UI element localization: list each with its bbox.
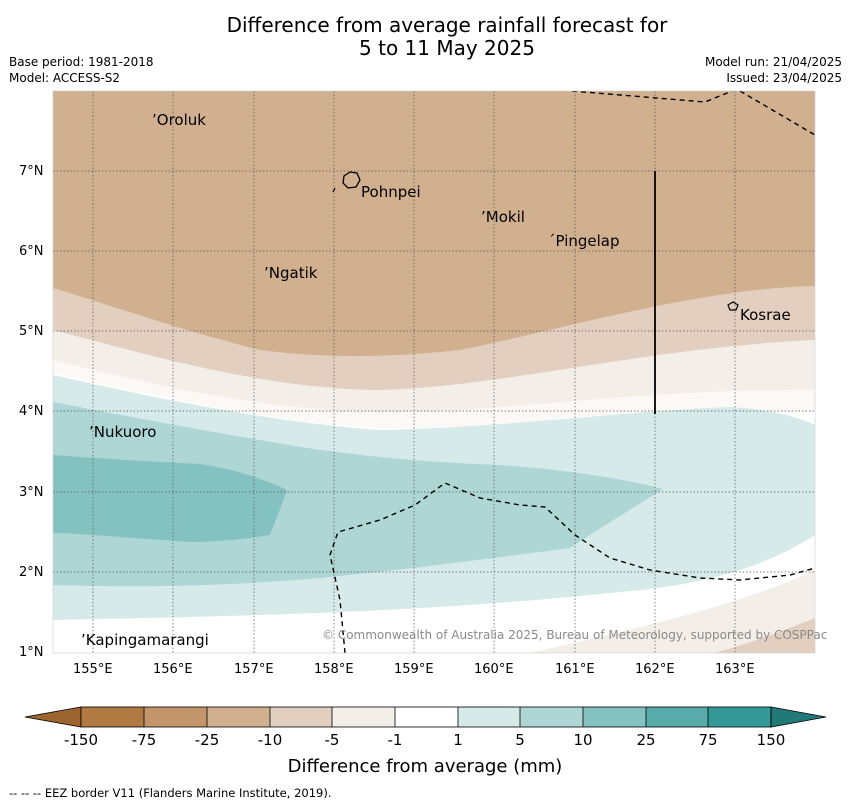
model-run: Model run: 21/04/2025 [704, 55, 842, 69]
lat-tick: 5°N [19, 324, 44, 339]
colorbar-segment [81, 707, 144, 727]
colorbar-label: -25 [194, 731, 220, 749]
lon-tick: 163°E [715, 662, 755, 677]
colorbar-segment [207, 707, 270, 727]
lon-tick: 155°E [73, 662, 113, 677]
lon-tick: 159°E [394, 662, 434, 677]
colorbar-label: 5 [515, 731, 525, 749]
eez-border [329, 91, 815, 653]
map-title-line2: 5 to 11 May 2025 [359, 36, 535, 60]
colorbar-label: -75 [131, 731, 157, 749]
lat-tick: 1°N [19, 645, 44, 660]
place-label: Ngatik [268, 264, 318, 282]
colorbar-extend-high [770, 706, 827, 728]
colorbar-segment [708, 707, 771, 727]
place-label: Kapingamarangi [85, 631, 209, 649]
colorbar-segment [520, 707, 583, 727]
map-frame [52, 90, 816, 654]
place-label: Kosrae [740, 306, 791, 324]
lon-tick: 157°E [234, 662, 274, 677]
colorbar-label: 150 [756, 731, 786, 749]
lat-tick: 2°N [19, 565, 44, 580]
colorbar-segment [583, 707, 646, 727]
band-minus75-minus25 [53, 91, 815, 356]
lon-tick: 158°E [314, 662, 354, 677]
colorbar-label: 25 [636, 731, 656, 749]
colorbar-segment [270, 707, 332, 727]
place-pohnpei: Pohnpei [361, 183, 421, 201]
place-label: Nukuoro [93, 423, 157, 441]
colorbar-segment [646, 707, 708, 727]
colorbar-segment [332, 707, 395, 727]
colorbar-label: -10 [257, 731, 283, 749]
colorbar-label: -1 [387, 731, 403, 749]
place-label: Pingelap [555, 232, 620, 250]
lon-tick: 162°E [635, 662, 675, 677]
place-label: Mokil [485, 208, 525, 226]
band-plus10-plus25 [53, 455, 287, 542]
lon-tick: 160°E [474, 662, 514, 677]
map-title-line1: Difference from average rainfall forecas… [226, 13, 668, 37]
eez-footnote: -- -- -- EEZ border V11 (Flanders Marine… [9, 786, 332, 800]
colorbar [24, 706, 827, 728]
place-ngatik: ʼNgatik [264, 264, 318, 282]
lon-tick: 156°E [153, 662, 193, 677]
lat-tick: 6°N [19, 244, 44, 259]
base-period: Base period: 1981-2018 [9, 55, 154, 69]
colorbar-label: -150 [63, 731, 99, 749]
place-label: Pohnpei [361, 183, 421, 201]
place-oroluk: ʼOroluk [152, 111, 206, 129]
colorbar-label: 1 [453, 731, 463, 749]
place-mokil: ʼMokil [481, 208, 525, 226]
lat-tick: 4°N [19, 404, 44, 419]
pohnpei-island [342, 171, 361, 189]
issued-date: Issued: 23/04/2025 [726, 71, 842, 85]
place-label: Oroluk [156, 111, 206, 129]
place-pingelap: ˊPingelap [548, 232, 620, 250]
lat-tick: 3°N [19, 485, 44, 500]
colorbar-label: 10 [573, 731, 593, 749]
place-kosrae: Kosrae [740, 306, 791, 324]
colorbar-extend-low [24, 706, 82, 728]
copyright-text: © Commonwealth of Australia 2025, Bureau… [322, 628, 828, 642]
lat-tick: 7°N [19, 164, 44, 179]
colorbar-segment [144, 707, 207, 727]
colorbar-segment [458, 707, 520, 727]
colorbar-segment [395, 707, 458, 727]
colorbar-label: 75 [698, 731, 718, 749]
model-name: Model: ACCESS-S2 [9, 71, 121, 85]
colorbar-label: -5 [324, 731, 340, 749]
lon-tick: 161°E [555, 662, 595, 677]
place-nukuoro: ʼNukuoro [89, 423, 157, 441]
colorbar-title: Difference from average (mm) [287, 756, 563, 777]
kosrae-island [727, 301, 739, 311]
place-kapingamarangi: ʼKapingamarangi [81, 631, 209, 649]
